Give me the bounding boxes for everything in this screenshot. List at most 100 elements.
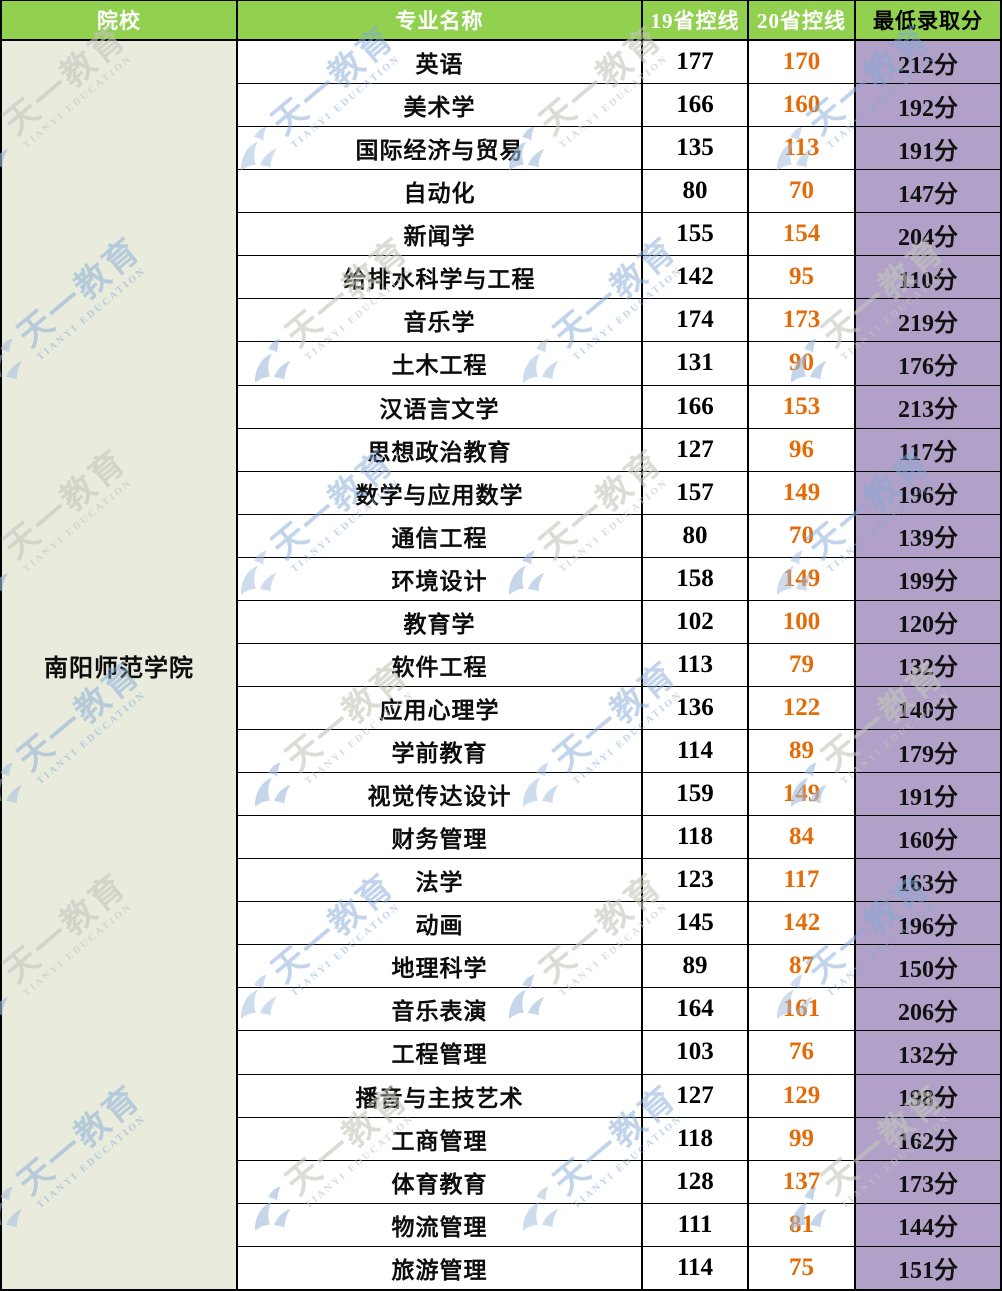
line19-value-cell: 127 bbox=[643, 428, 749, 471]
line20-value-cell: 87 bbox=[749, 945, 856, 988]
major-name-cell: 汉语言文学 bbox=[238, 385, 643, 428]
line19-value-cell: 102 bbox=[643, 600, 749, 643]
major-name-cell: 学前教育 bbox=[238, 730, 643, 773]
table-row: 美术学 166 160 192分 bbox=[238, 84, 1000, 128]
major-name-cell: 播音与主技艺术 bbox=[238, 1074, 643, 1117]
major-name-cell: 法学 bbox=[238, 859, 643, 902]
table-row: 音乐学 174 173 219分 bbox=[238, 299, 1000, 343]
table-row: 工商管理 118 99 162分 bbox=[238, 1117, 1000, 1161]
header-line20: 20省控线 bbox=[749, 1, 856, 39]
line19-value-cell: 136 bbox=[643, 686, 749, 729]
line20-value-cell: 96 bbox=[749, 428, 856, 471]
line20-value-cell: 160 bbox=[749, 84, 856, 127]
line20-value-cell: 79 bbox=[749, 643, 856, 686]
min-score-cell: 162分 bbox=[856, 1117, 1000, 1160]
line19-value-cell: 135 bbox=[643, 127, 749, 170]
line19-value-cell: 118 bbox=[643, 1117, 749, 1160]
line19-value-cell: 158 bbox=[643, 557, 749, 600]
table-row: 法学 123 117 163分 bbox=[238, 859, 1000, 903]
table-body: 英语 177 170 212分 美术学 166 160 192分 国际经济与贸易 135 113 19… bbox=[238, 41, 1000, 1289]
major-name-cell: 通信工程 bbox=[238, 514, 643, 557]
line19-value-cell: 174 bbox=[643, 299, 749, 342]
line20-value-cell: 142 bbox=[749, 902, 856, 945]
table-row: 汉语言文学 166 153 213分 bbox=[238, 385, 1000, 429]
table-row: 体育教育 128 137 173分 bbox=[238, 1160, 1000, 1204]
line19-value-cell: 114 bbox=[643, 730, 749, 773]
institution-column: 院校 南阳师范学院 bbox=[2, 1, 238, 1289]
min-score-cell: 120分 bbox=[856, 600, 1000, 643]
line20-value-cell: 81 bbox=[749, 1203, 856, 1246]
line20-value-cell: 129 bbox=[749, 1074, 856, 1117]
major-name-cell: 音乐学 bbox=[238, 299, 643, 342]
table-row: 自动化 80 70 147分 bbox=[238, 170, 1000, 214]
min-score-cell: 204分 bbox=[856, 213, 1000, 256]
min-score-cell: 117分 bbox=[856, 428, 1000, 471]
min-score-cell: 132分 bbox=[856, 1031, 1000, 1074]
major-name-cell: 数学与应用数学 bbox=[238, 471, 643, 514]
table-row: 学前教育 114 89 179分 bbox=[238, 730, 1000, 774]
table-row: 物流管理 111 81 144分 bbox=[238, 1203, 1000, 1247]
line19-value-cell: 166 bbox=[643, 84, 749, 127]
header-major: 专业名称 bbox=[238, 1, 643, 39]
major-name-cell: 财务管理 bbox=[238, 816, 643, 859]
major-name-cell: 视觉传达设计 bbox=[238, 773, 643, 816]
min-score-cell: 213分 bbox=[856, 385, 1000, 428]
header-row: 专业名称 19省控线 20省控线 最低录取分 bbox=[238, 1, 1000, 41]
data-columns: 专业名称 19省控线 20省控线 最低录取分 英语 177 170 212分 美术学 16… bbox=[238, 1, 1000, 1289]
line19-value-cell: 157 bbox=[643, 471, 749, 514]
min-score-cell: 196分 bbox=[856, 471, 1000, 514]
line19-value-cell: 155 bbox=[643, 213, 749, 256]
min-score-cell: 140分 bbox=[856, 686, 1000, 729]
min-score-cell: 110分 bbox=[856, 256, 1000, 299]
min-score-cell: 176分 bbox=[856, 342, 1000, 385]
line20-value-cell: 99 bbox=[749, 1117, 856, 1160]
min-score-cell: 173分 bbox=[856, 1160, 1000, 1203]
table-row: 给排水科学与工程 142 95 110分 bbox=[238, 256, 1000, 300]
min-score-cell: 160分 bbox=[856, 816, 1000, 859]
line20-value-cell: 70 bbox=[749, 170, 856, 213]
major-name-cell: 新闻学 bbox=[238, 213, 643, 256]
line20-value-cell: 117 bbox=[749, 859, 856, 902]
table-row: 国际经济与贸易 135 113 191分 bbox=[238, 127, 1000, 171]
major-name-cell: 音乐表演 bbox=[238, 988, 643, 1031]
line19-value-cell: 103 bbox=[643, 1031, 749, 1074]
table-row: 教育学 102 100 120分 bbox=[238, 600, 1000, 644]
line19-value-cell: 164 bbox=[643, 988, 749, 1031]
table-row: 数学与应用数学 157 149 196分 bbox=[238, 471, 1000, 515]
major-name-cell: 给排水科学与工程 bbox=[238, 256, 643, 299]
major-name-cell: 思想政治教育 bbox=[238, 428, 643, 471]
major-name-cell: 教育学 bbox=[238, 600, 643, 643]
major-name-cell: 英语 bbox=[238, 41, 643, 84]
line20-value-cell: 153 bbox=[749, 385, 856, 428]
line20-value-cell: 149 bbox=[749, 773, 856, 816]
line19-value-cell: 131 bbox=[643, 342, 749, 385]
line19-value-cell: 145 bbox=[643, 902, 749, 945]
header-line19: 19省控线 bbox=[643, 1, 749, 39]
line20-value-cell: 89 bbox=[749, 730, 856, 773]
min-score-cell: 144分 bbox=[856, 1203, 1000, 1246]
line19-value-cell: 123 bbox=[643, 859, 749, 902]
line20-value-cell: 76 bbox=[749, 1031, 856, 1074]
table-row: 地理科学 89 87 150分 bbox=[238, 945, 1000, 989]
line20-value-cell: 113 bbox=[749, 127, 856, 170]
table-row: 土木工程 131 90 176分 bbox=[238, 342, 1000, 386]
table-row: 动画 145 142 196分 bbox=[238, 902, 1000, 946]
line20-value-cell: 84 bbox=[749, 816, 856, 859]
institution-cell: 南阳师范学院 bbox=[2, 41, 236, 1289]
min-score-cell: 199分 bbox=[856, 557, 1000, 600]
header-institution: 院校 bbox=[2, 1, 236, 41]
min-score-cell: 206分 bbox=[856, 988, 1000, 1031]
table-row: 环境设计 158 149 199分 bbox=[238, 557, 1000, 601]
min-score-cell: 151分 bbox=[856, 1246, 1000, 1289]
table-row: 新闻学 155 154 204分 bbox=[238, 213, 1000, 257]
table-row: 应用心理学 136 122 140分 bbox=[238, 686, 1000, 730]
line20-value-cell: 154 bbox=[749, 213, 856, 256]
table-row: 视觉传达设计 159 149 191分 bbox=[238, 773, 1000, 817]
major-name-cell: 环境设计 bbox=[238, 557, 643, 600]
header-min-score: 最低录取分 bbox=[856, 1, 1000, 39]
min-score-cell: 219分 bbox=[856, 299, 1000, 342]
min-score-cell: 192分 bbox=[856, 84, 1000, 127]
line20-value-cell: 137 bbox=[749, 1160, 856, 1203]
min-score-cell: 150分 bbox=[856, 945, 1000, 988]
major-name-cell: 美术学 bbox=[238, 84, 643, 127]
